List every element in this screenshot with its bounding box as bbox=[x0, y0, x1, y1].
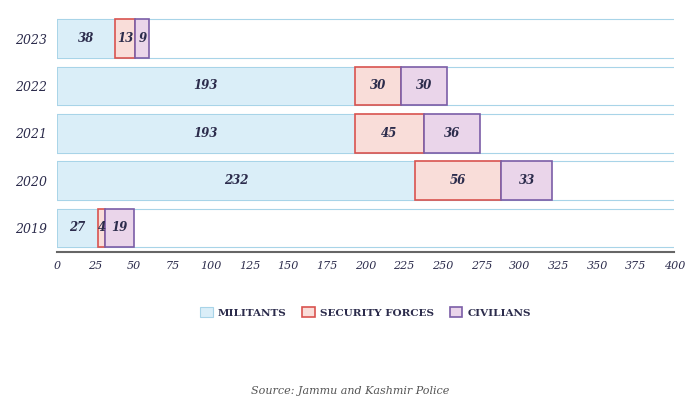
Text: 9: 9 bbox=[139, 32, 146, 45]
Text: 4: 4 bbox=[97, 222, 106, 234]
Legend: MILITANTS, SECURITY FORCES, CIVILIANS: MILITANTS, SECURITY FORCES, CIVILIANS bbox=[196, 303, 535, 322]
Bar bbox=[99, 208, 104, 247]
Bar bbox=[57, 66, 355, 105]
Text: 36: 36 bbox=[444, 127, 460, 140]
Text: Source: Jammu and Kashmir Police: Source: Jammu and Kashmir Police bbox=[251, 386, 449, 396]
Bar bbox=[104, 208, 134, 247]
Bar bbox=[57, 161, 415, 200]
Bar bbox=[355, 66, 401, 105]
Text: 232: 232 bbox=[223, 174, 248, 187]
Text: 30: 30 bbox=[416, 80, 433, 92]
Bar bbox=[424, 114, 480, 153]
Text: 193: 193 bbox=[193, 80, 218, 92]
Bar bbox=[57, 208, 99, 247]
Bar bbox=[501, 161, 552, 200]
Bar bbox=[136, 19, 149, 58]
Text: 13: 13 bbox=[118, 32, 134, 45]
Bar bbox=[57, 19, 116, 58]
Text: 56: 56 bbox=[450, 174, 466, 187]
Text: 45: 45 bbox=[382, 127, 398, 140]
Text: 38: 38 bbox=[78, 32, 94, 45]
Bar bbox=[415, 161, 501, 200]
Bar bbox=[57, 114, 355, 153]
Bar bbox=[355, 114, 424, 153]
Text: 19: 19 bbox=[111, 222, 127, 234]
Text: 30: 30 bbox=[370, 80, 386, 92]
Text: 27: 27 bbox=[69, 222, 85, 234]
Text: 33: 33 bbox=[519, 174, 535, 187]
Text: 193: 193 bbox=[193, 127, 218, 140]
Bar bbox=[401, 66, 447, 105]
Bar bbox=[116, 19, 136, 58]
